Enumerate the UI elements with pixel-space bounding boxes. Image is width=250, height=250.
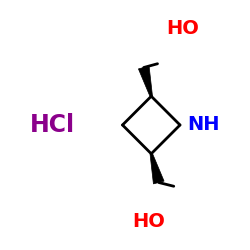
Polygon shape bbox=[138, 66, 152, 96]
Text: HO: HO bbox=[166, 19, 199, 38]
Polygon shape bbox=[150, 154, 164, 184]
Text: HO: HO bbox=[132, 212, 165, 231]
Text: NH: NH bbox=[188, 116, 220, 134]
Text: HCl: HCl bbox=[30, 113, 75, 137]
